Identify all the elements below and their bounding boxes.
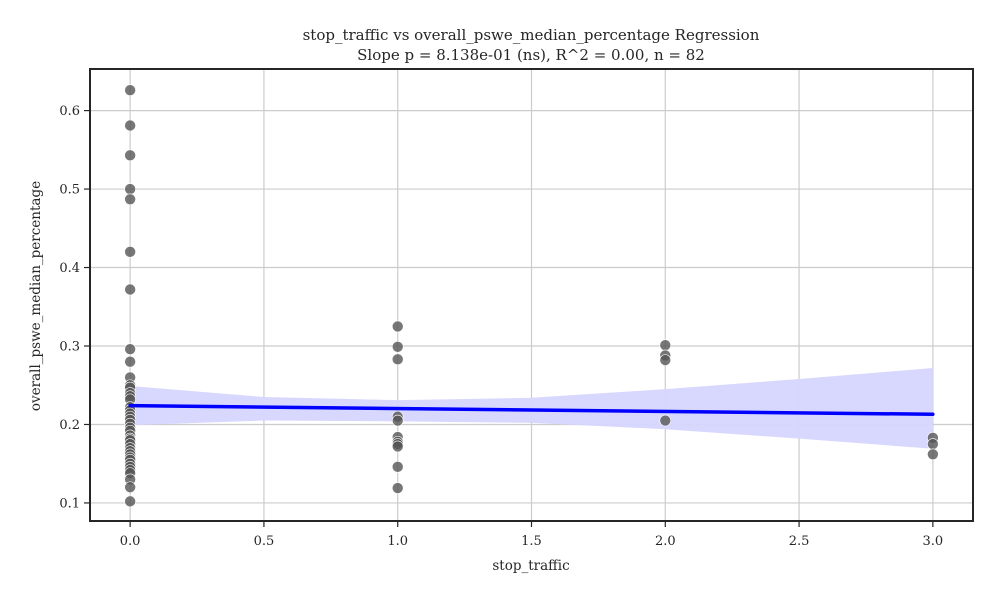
y-tick-label: 0.5 bbox=[59, 183, 80, 198]
y-tick-label: 0.3 bbox=[59, 340, 80, 355]
scatter-point bbox=[659, 414, 672, 427]
x-tick-label: 3.0 bbox=[923, 534, 944, 549]
scatter-point bbox=[124, 495, 136, 508]
regression-line-layer bbox=[128, 403, 935, 417]
scatter-point bbox=[124, 119, 136, 132]
scatter-point bbox=[659, 354, 672, 366]
y-tick-label: 0.2 bbox=[59, 418, 80, 433]
y-axis-label: overall_pswe_median_percentage bbox=[28, 181, 44, 411]
scatter-point bbox=[124, 193, 136, 206]
scatter-point bbox=[391, 353, 404, 366]
x-tick-label: 1.5 bbox=[521, 534, 542, 549]
x-tick-layer: 0.0 0.5 1.0 1.5 2.0 2.5 3.0 bbox=[120, 521, 943, 549]
scatter-point bbox=[124, 481, 136, 494]
scatter-point bbox=[659, 339, 672, 352]
y-tick-label: 0.4 bbox=[59, 261, 80, 276]
scatter-point bbox=[124, 283, 136, 296]
x-tick-label: 1.0 bbox=[387, 534, 408, 549]
scatter-point bbox=[124, 343, 136, 355]
regression-line bbox=[128, 403, 935, 417]
scatter-point bbox=[927, 448, 939, 461]
scatter-point bbox=[124, 84, 136, 96]
y-tick-layer: 0.1 0.2 0.3 0.4 0.5 0.6 bbox=[59, 104, 90, 511]
x-tick-label: 2.0 bbox=[655, 534, 676, 549]
scatter-point bbox=[124, 149, 136, 162]
scatter-point bbox=[391, 482, 404, 494]
scatter-point bbox=[124, 246, 136, 258]
scatter-point bbox=[124, 183, 136, 195]
x-tick-label: 0.0 bbox=[120, 534, 141, 549]
scatter-point bbox=[124, 355, 136, 368]
y-tick-label: 0.1 bbox=[59, 496, 80, 511]
y-tick-label: 0.6 bbox=[59, 104, 80, 119]
scatter-point bbox=[391, 440, 404, 453]
scatter-point bbox=[927, 438, 939, 450]
scatter-point bbox=[391, 340, 404, 353]
scatter-point bbox=[391, 461, 404, 473]
chart-title: stop_traffic vs overall_pswe_median_perc… bbox=[303, 26, 760, 44]
grid-layer bbox=[90, 69, 973, 521]
x-axis-label: stop_traffic bbox=[492, 558, 569, 574]
scatter-points-layer bbox=[124, 84, 939, 508]
chart-subtitle: Slope p = 8.138e-01 (ns), R^2 = 0.00, n … bbox=[357, 46, 705, 64]
scatter-point bbox=[391, 320, 404, 333]
x-tick-label: 0.5 bbox=[254, 534, 275, 549]
scatter-point bbox=[391, 414, 404, 427]
x-tick-label: 2.5 bbox=[789, 534, 810, 549]
